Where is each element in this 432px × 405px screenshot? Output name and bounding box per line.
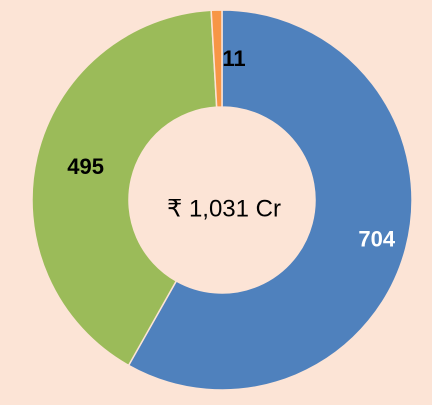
- data-label: 11: [222, 46, 245, 71]
- donut-slice: [127, 9, 413, 391]
- center-total: ₹ 1,031 Cr: [167, 195, 281, 222]
- slices: [31, 9, 413, 391]
- labels: 704 495 11: [67, 46, 396, 252]
- data-label: 704: [358, 226, 395, 251]
- donut-slice: [210, 9, 223, 108]
- donut-slice: [31, 9, 218, 367]
- data-label: 495: [67, 154, 104, 179]
